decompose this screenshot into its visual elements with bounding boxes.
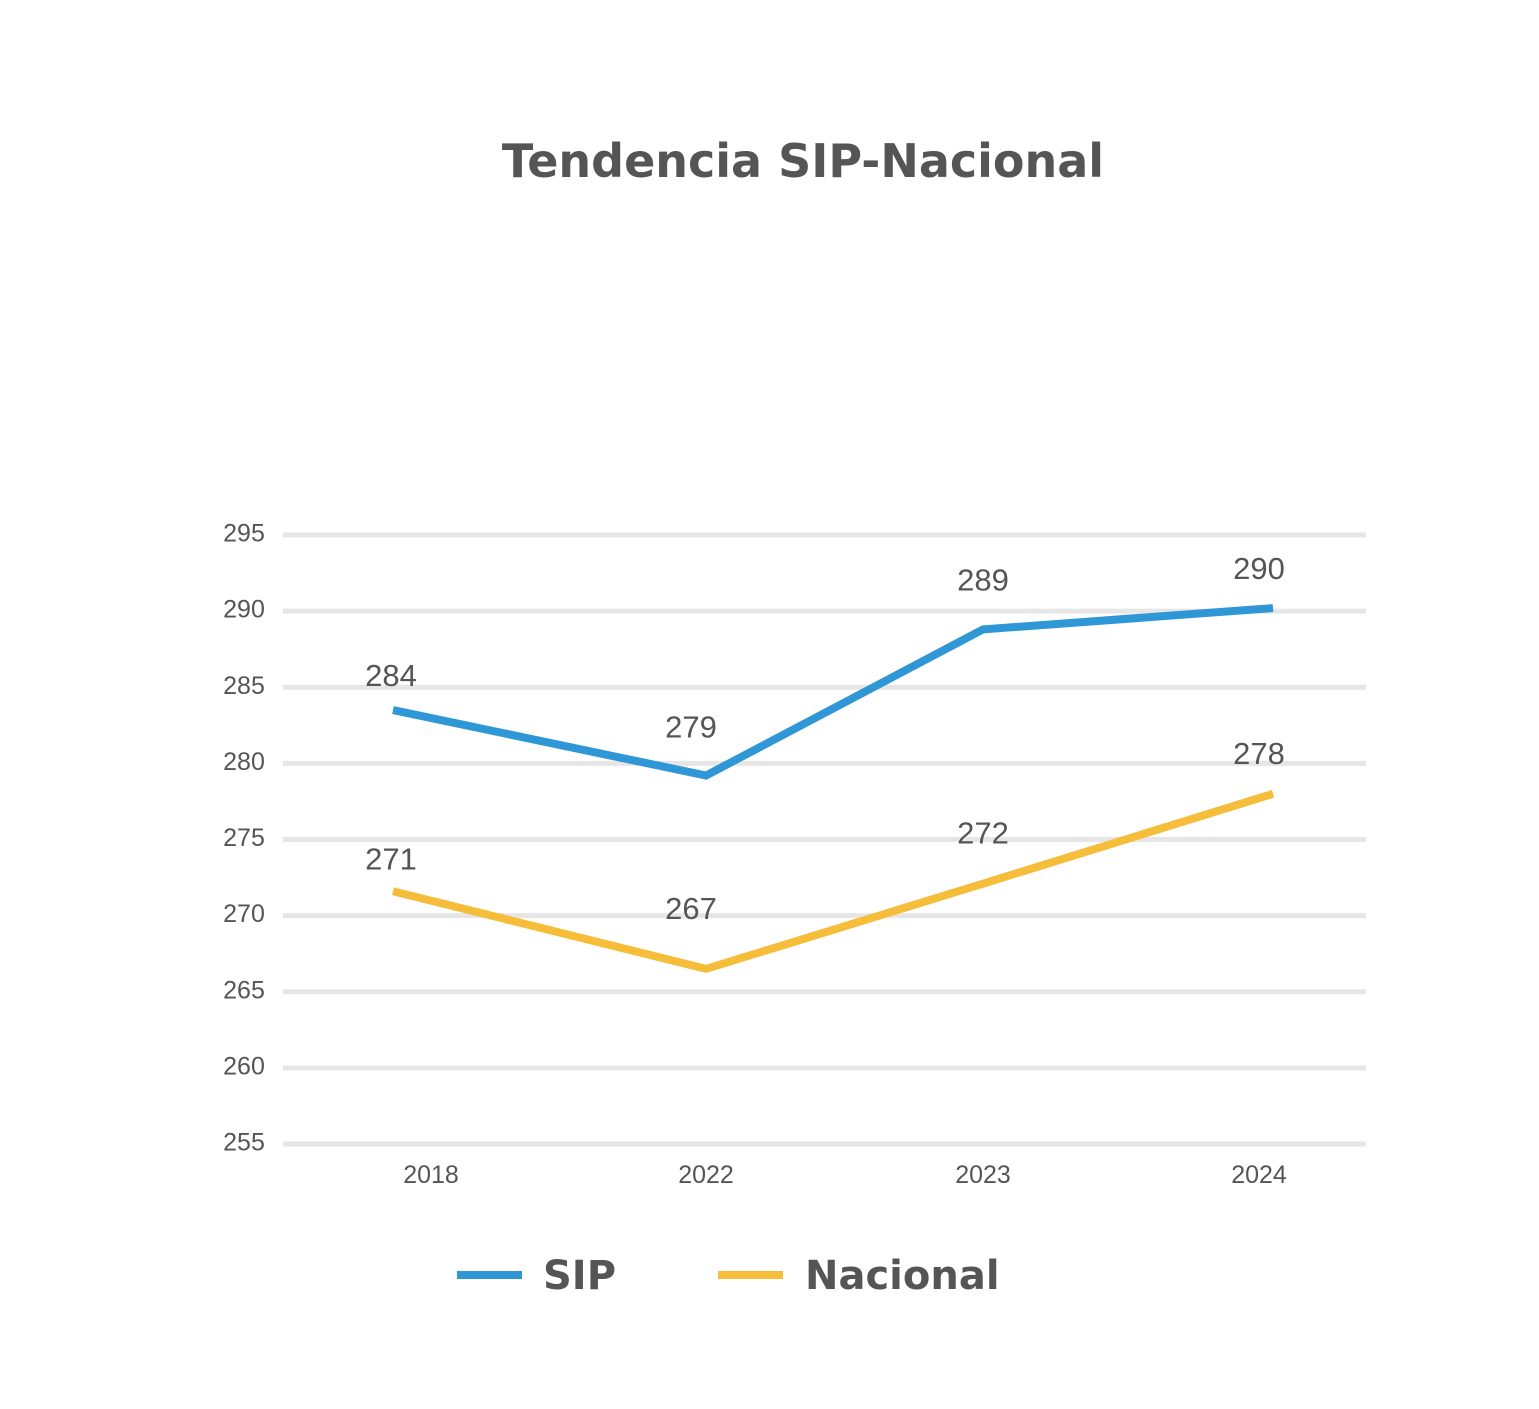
legend: SIP Nacional: [457, 1253, 1000, 1299]
data-label-nacional: 271: [365, 841, 417, 876]
grid: [283, 532, 1366, 1147]
ytick-label: 280: [223, 748, 265, 776]
x-axis: 2018 2022 2023 2024: [403, 1161, 1287, 1189]
xtick-label: 2023: [955, 1161, 1011, 1189]
chart-title: Tendencia SIP-Nacional: [502, 134, 1104, 188]
series: [392, 604, 1275, 974]
xtick-label: 2022: [678, 1161, 734, 1189]
xtick-label: 2018: [403, 1161, 459, 1189]
ytick-label: 255: [223, 1129, 265, 1157]
legend-label-sip: SIP: [543, 1253, 616, 1299]
data-label-nacional: 278: [1233, 736, 1285, 771]
ytick-label: 270: [223, 900, 265, 928]
series-line-nacional: [392, 790, 1275, 974]
ytick-label: 285: [223, 672, 265, 700]
data-label-sip: 284: [365, 658, 417, 693]
xtick-label: 2024: [1231, 1161, 1287, 1189]
data-label-sip: 290: [1233, 551, 1285, 586]
series-line-sip: [392, 604, 1274, 780]
data-label-sip: 279: [665, 710, 717, 745]
data-label-nacional: 267: [665, 891, 717, 926]
legend-label-nacional: Nacional: [805, 1253, 1000, 1299]
data-label-sip: 289: [957, 562, 1009, 597]
ytick-label: 275: [223, 824, 265, 852]
ytick-label: 260: [223, 1052, 265, 1080]
ytick-label: 295: [223, 520, 265, 548]
ytick-label: 265: [223, 976, 265, 1004]
data-labels: 284 279 289 290 271 267 272 278: [365, 551, 1285, 926]
y-axis: 255 260 265 270 275 280 285 290 295: [223, 520, 265, 1157]
data-label-nacional: 272: [957, 816, 1009, 851]
ytick-label: 290: [223, 596, 265, 624]
